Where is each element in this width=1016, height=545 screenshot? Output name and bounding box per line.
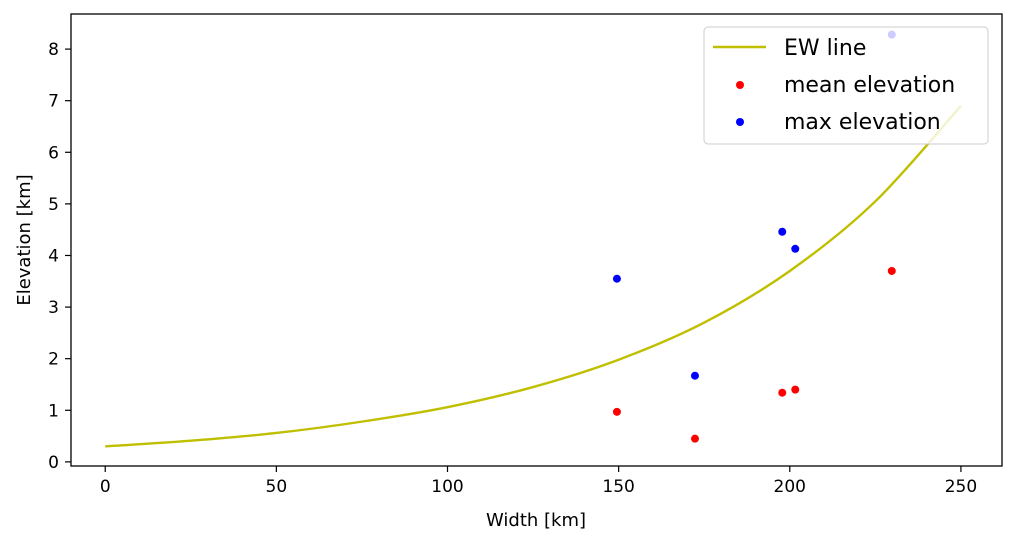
max-elevation-point (612, 274, 621, 283)
legend-max-label: max elevation (784, 110, 941, 135)
x-tick-label: 150 (602, 477, 634, 497)
mean-elevation-point (887, 266, 896, 275)
ew-line (105, 105, 962, 448)
legend-box (703, 26, 989, 145)
mean-elevation-point (791, 385, 800, 394)
y-tick-label: 0 (48, 453, 59, 473)
legend: EW line mean elevation max elevation (703, 26, 989, 145)
y-tick-label: 7 (48, 92, 59, 112)
x-axis-ticks: 0 50 100 150 200 250 (100, 466, 977, 497)
mean-elevation-point (690, 434, 699, 443)
x-tick-label: 250 (945, 477, 977, 497)
x-tick-label: 0 (100, 477, 111, 497)
max-elevation-point (778, 227, 787, 236)
mean-elevation-point (778, 388, 787, 397)
legend-max-swatch (736, 118, 744, 126)
y-tick-label: 3 (48, 298, 59, 318)
y-axis-ticks: 0 1 2 3 4 5 6 7 8 (48, 40, 71, 473)
legend-mean-label: mean elevation (784, 73, 955, 98)
y-tick-label: 4 (48, 246, 59, 266)
mean-elevation-point (612, 407, 621, 416)
y-tick-label: 1 (48, 401, 59, 421)
y-axis-label: Elevation [km] (14, 174, 35, 305)
x-tick-label: 200 (774, 477, 806, 497)
y-tick-label: 5 (48, 195, 59, 215)
y-tick-label: 2 (48, 350, 59, 370)
legend-mean-swatch (736, 81, 744, 89)
plot-frame (70, 13, 1003, 467)
legend-line-label: EW line (784, 36, 866, 61)
y-tick-label: 8 (48, 40, 59, 60)
x-tick-label: 100 (431, 477, 463, 497)
x-tick-label: 50 (266, 477, 288, 497)
x-axis-label: Width [km] (486, 510, 586, 531)
max-elevation-point (690, 371, 699, 380)
y-tick-label: 6 (48, 143, 59, 163)
max-elevation-point (791, 244, 800, 253)
